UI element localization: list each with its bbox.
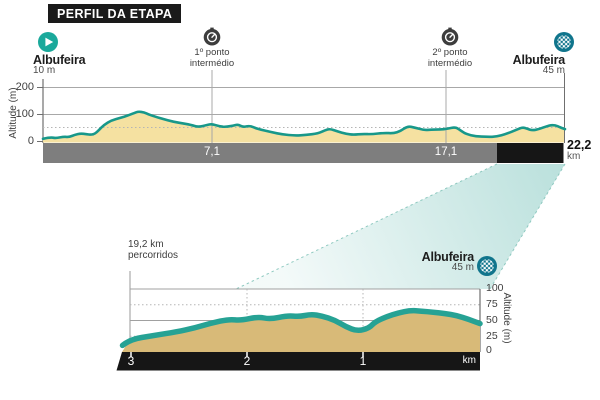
inset-finish-elevation: 45 m bbox=[451, 262, 474, 273]
final-km-segment bbox=[497, 143, 564, 163]
km-mark-17-1: 17,1 bbox=[434, 146, 458, 158]
inset-profile-line bbox=[119, 307, 483, 349]
finish-elevation: 45 m bbox=[542, 65, 565, 76]
inset-y-tick-75: 75 bbox=[486, 298, 498, 310]
y-tick-200: 200 bbox=[15, 81, 34, 93]
inset-distance-bar bbox=[116, 352, 480, 371]
distance-bar bbox=[43, 143, 497, 163]
finish-checkered-icon bbox=[477, 256, 497, 276]
inset-finish-name: Albufeira bbox=[421, 250, 475, 264]
waypoint-2-label: 2º ponto intermédio bbox=[427, 47, 473, 69]
finish-name: Albufeira bbox=[512, 53, 566, 67]
y-tick-100: 100 bbox=[15, 108, 34, 120]
inset-y-tick-25: 25 bbox=[486, 330, 498, 342]
inset-km-tick-3: 3 bbox=[127, 354, 135, 368]
waypoint-1-label: 1º ponto intermédio bbox=[189, 47, 235, 69]
page-title: PERFIL DA ETAPA bbox=[48, 4, 182, 23]
inset-km-unit: km bbox=[462, 355, 476, 366]
stopwatch-icon bbox=[203, 27, 221, 46]
inset-km-tick-2: 2 bbox=[243, 354, 251, 368]
main-profile-area bbox=[43, 111, 565, 143]
y-tick-0: 0 bbox=[27, 135, 34, 147]
start-icon bbox=[38, 32, 58, 52]
main-profile-line bbox=[41, 110, 567, 141]
inset-profile-area bbox=[122, 310, 480, 352]
inset-km-tick-1: 1 bbox=[359, 354, 367, 368]
finish-checkered-icon bbox=[554, 32, 574, 52]
km-mark-7-1: 7,1 bbox=[204, 146, 220, 158]
start-name: Albufeira bbox=[33, 53, 86, 67]
inset-y-tick-50: 50 bbox=[486, 314, 498, 326]
inset-y-tick-0: 0 bbox=[486, 344, 492, 356]
inset-y-axis-label: Altitude (m) bbox=[501, 292, 512, 344]
zoom-fan bbox=[236, 164, 565, 289]
total-distance: 22,2 bbox=[567, 138, 592, 152]
inset-y-tick-100: 100 bbox=[486, 282, 504, 294]
distance-covered-label: 19,2 km percorridos bbox=[128, 239, 179, 261]
total-distance-unit: km bbox=[567, 151, 581, 162]
start-elevation: 10 m bbox=[33, 65, 56, 76]
stopwatch-icon bbox=[441, 27, 459, 46]
